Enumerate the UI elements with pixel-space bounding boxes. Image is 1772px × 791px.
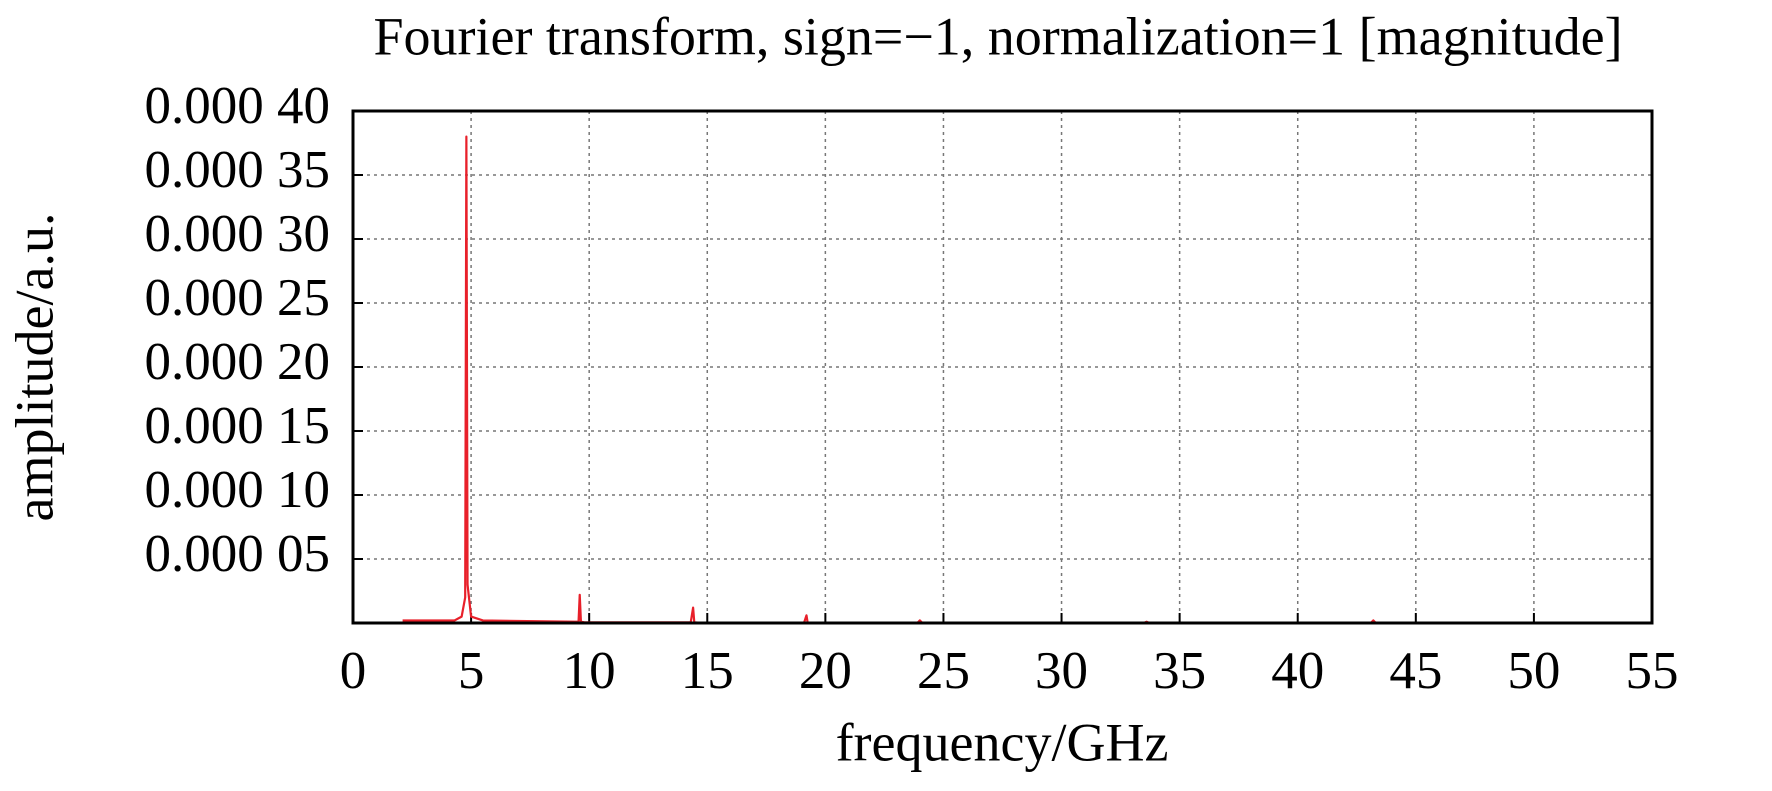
x-tick-label: 30 [1035, 642, 1088, 700]
y-tick-label: 0.000 20 [145, 333, 331, 391]
x-axis-label: frequency/GHz [836, 712, 1169, 772]
y-tick-label: 0.000 30 [145, 205, 331, 263]
y-tick-label: 0.000 35 [145, 141, 331, 199]
y-tick-label: 0.000 40 [145, 77, 331, 135]
x-tick-label: 25 [917, 642, 970, 700]
y-tick-label: 0.000 25 [145, 269, 331, 327]
x-tick-label: 0 [340, 642, 367, 700]
data-line [402, 135, 1393, 624]
x-tick-label: 20 [799, 642, 852, 700]
x-tick-label: 50 [1507, 642, 1560, 700]
y-axis-label: amplitude/a.u. [4, 213, 64, 522]
x-tick-label: 55 [1626, 642, 1679, 700]
x-tick-label: 45 [1389, 642, 1442, 700]
x-tick-label: 35 [1153, 642, 1206, 700]
y-tick-label: 0.000 10 [145, 461, 331, 519]
chart-title: Fourier transform, sign=−1, normalizatio… [373, 6, 1622, 66]
y-tick-label: 0.000 05 [145, 525, 331, 583]
x-tick-label: 10 [563, 642, 616, 700]
x-tick-label: 5 [458, 642, 485, 700]
y-tick-label: 0.000 15 [145, 397, 331, 455]
x-tick-label: 40 [1271, 642, 1324, 700]
x-tick-label: 15 [681, 642, 734, 700]
plot-frame [351, 109, 1654, 625]
